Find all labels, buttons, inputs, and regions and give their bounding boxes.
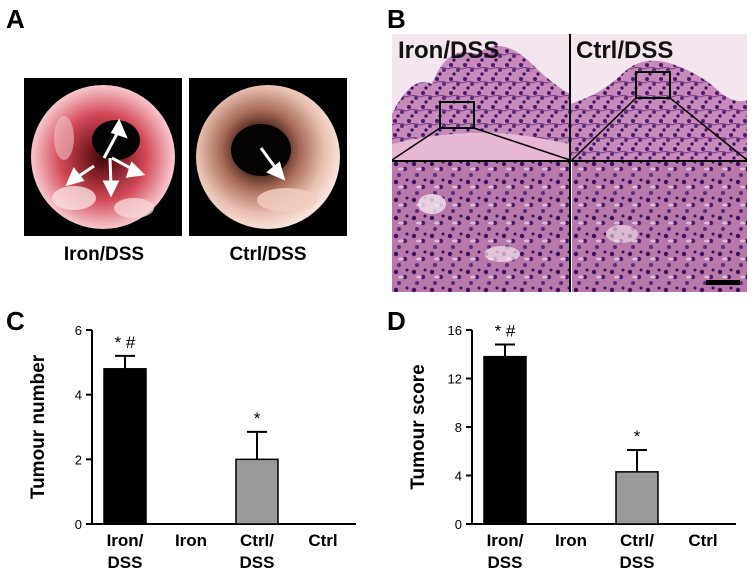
y-tick-label: 0 (75, 517, 82, 532)
x-tick-label: Ctrl/ (620, 531, 654, 550)
x-tick-label: DSS (108, 553, 143, 570)
x-tick-label: DSS (240, 553, 275, 570)
histology-panel: Iron/DSS Ctrl/DSS (392, 34, 747, 292)
panel-label-d: D (387, 306, 406, 336)
x-tick-label: Iron/ (107, 531, 144, 550)
x-tick-label: DSS (620, 553, 655, 570)
y-tick-label: 16 (448, 323, 462, 338)
panel-label-c: C (6, 306, 25, 336)
endoscopy-image-ctrl-dss (189, 78, 347, 236)
y-tick-label: 2 (75, 452, 82, 467)
panel-label-a: A (6, 4, 25, 34)
histology-label-iron-dss: Iron/DSS (398, 37, 499, 64)
y-tick-label: 4 (455, 469, 462, 484)
significance-marker: * # (115, 333, 136, 352)
tumour-score-chart: Tumour score 0 4 8 12 16 * # Iron/DSS Iron * Ctrl/… (408, 322, 736, 570)
significance-marker: * (634, 427, 641, 446)
y-tick-label: 12 (448, 372, 462, 387)
panel-label-b: B (387, 4, 406, 34)
caption-ctrl-dss: Ctrl/DSS (229, 244, 307, 265)
x-tick-label: DSS (488, 553, 523, 570)
significance-marker: * (254, 409, 261, 428)
y-axis-label: Tumour number (28, 354, 49, 499)
endoscopy-image-iron-dss (24, 78, 182, 236)
bar (615, 471, 659, 525)
bar (235, 458, 279, 525)
x-tick-label: Ctrl/ (240, 531, 274, 550)
y-tick-label: 4 (75, 388, 82, 403)
bar (483, 355, 527, 525)
caption-iron-dss: Iron/DSS (63, 244, 145, 265)
bar (103, 368, 147, 525)
y-tick-label: 6 (75, 323, 82, 338)
y-tick-label: 8 (455, 420, 462, 435)
x-tick-label: Iron (555, 531, 587, 550)
tumour-number-chart: Tumour number 0 2 4 6 * # Iron/DSS Iron * Ctrl/DS… (28, 323, 356, 570)
x-tick-label: Ctrl (688, 531, 717, 550)
y-tick-label: 0 (455, 517, 462, 532)
significance-marker: * # (495, 322, 516, 341)
histology-label-ctrl-dss: Ctrl/DSS (576, 37, 673, 64)
x-tick-label: Iron (175, 531, 207, 550)
x-tick-label: Ctrl (308, 531, 337, 550)
y-axis-label: Tumour score (408, 364, 429, 489)
x-tick-label: Iron/ (487, 531, 524, 550)
